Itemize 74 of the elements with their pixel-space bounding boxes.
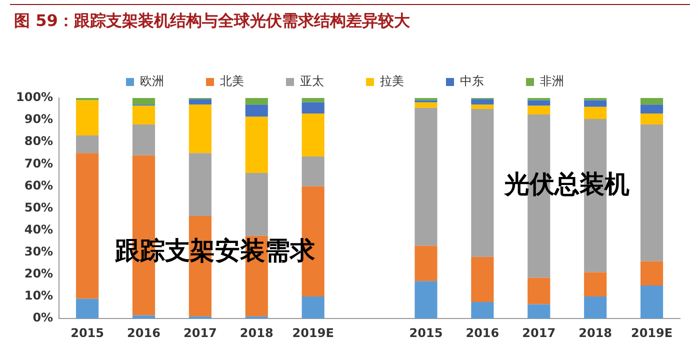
bar bbox=[245, 98, 268, 105]
bar bbox=[245, 316, 268, 319]
bar bbox=[528, 278, 550, 304]
bar bbox=[584, 296, 607, 319]
bar bbox=[76, 100, 99, 136]
bar bbox=[640, 98, 664, 105]
bar bbox=[132, 124, 156, 156]
bar bbox=[188, 99, 212, 105]
x-tick-label: 2019E bbox=[630, 326, 673, 340]
x-tick-label: 2016 bbox=[466, 326, 500, 340]
x-tick-label: 2019E bbox=[292, 326, 334, 340]
y-tick-label: 40% bbox=[24, 222, 54, 236]
x-tick-label: 2017 bbox=[522, 326, 556, 340]
y-tick-label: 20% bbox=[24, 266, 54, 281]
legend-label: 中东 bbox=[460, 74, 484, 88]
bar bbox=[528, 106, 550, 115]
y-tick-label: 100% bbox=[16, 90, 54, 104]
bar bbox=[132, 98, 156, 105]
bar bbox=[245, 116, 268, 174]
legend-label: 欧洲 bbox=[140, 74, 164, 88]
bar bbox=[188, 316, 212, 319]
bar bbox=[640, 113, 664, 124]
y-tick-label: 30% bbox=[24, 244, 54, 259]
y-tick-label: 10% bbox=[24, 288, 54, 303]
bar bbox=[528, 100, 550, 106]
legend-label: 亚太 bbox=[300, 74, 324, 88]
bar bbox=[302, 113, 324, 156]
bar bbox=[640, 286, 664, 319]
bar bbox=[528, 304, 550, 319]
y-tick-label: 90% bbox=[24, 112, 54, 126]
bar bbox=[302, 296, 324, 319]
bar bbox=[584, 100, 607, 107]
bar bbox=[471, 104, 494, 110]
legend-label: 非洲 bbox=[540, 74, 564, 88]
y-tick-label: 80% bbox=[24, 134, 54, 148]
x-tick-label: 2017 bbox=[183, 326, 217, 340]
bar bbox=[471, 256, 494, 302]
bar bbox=[471, 109, 494, 257]
bar bbox=[414, 108, 438, 246]
bar bbox=[414, 246, 438, 282]
x-tick-label: 2015 bbox=[70, 326, 104, 340]
bar bbox=[471, 302, 494, 319]
bar bbox=[245, 104, 268, 117]
y-tick-label: 0% bbox=[32, 310, 54, 325]
x-tick-label: 2015 bbox=[409, 326, 443, 340]
chart-title: 图 59：跟踪支架装机结构与全球光伏需求结构差异较大 bbox=[10, 4, 690, 34]
bar bbox=[188, 153, 212, 216]
bar bbox=[302, 102, 324, 114]
y-tick-label: 70% bbox=[24, 156, 54, 170]
bar bbox=[76, 298, 99, 319]
annotation: 光伏总装机 bbox=[504, 170, 630, 199]
legend-label: 拉美 bbox=[380, 74, 404, 88]
bar bbox=[245, 173, 268, 236]
y-tick-label: 60% bbox=[24, 178, 54, 192]
bar bbox=[302, 98, 324, 102]
bar bbox=[76, 153, 99, 299]
bar bbox=[188, 104, 212, 154]
bar bbox=[584, 272, 607, 297]
x-tick-label: 2016 bbox=[127, 326, 160, 340]
bar bbox=[132, 106, 156, 124]
bar bbox=[76, 136, 99, 154]
bar bbox=[640, 104, 664, 114]
bar bbox=[640, 124, 664, 262]
bar bbox=[302, 156, 324, 186]
x-tick-label: 2018 bbox=[578, 326, 612, 340]
bar bbox=[640, 261, 664, 286]
legend-label: 北美 bbox=[220, 74, 244, 88]
bar bbox=[414, 102, 438, 108]
bar bbox=[584, 106, 607, 119]
bar bbox=[132, 315, 156, 319]
bar bbox=[414, 281, 438, 319]
y-tick-label: 50% bbox=[24, 200, 54, 214]
x-tick-label: 2018 bbox=[240, 326, 274, 340]
bar bbox=[471, 99, 494, 105]
